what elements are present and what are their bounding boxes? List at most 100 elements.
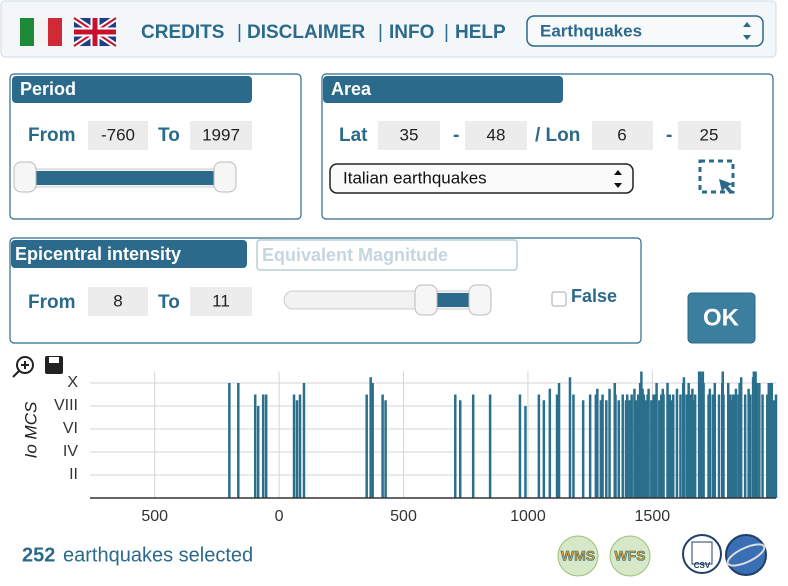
bar [630,394,633,498]
bar [711,394,715,498]
bar [647,388,650,498]
input-box[interactable] [678,121,741,150]
nav-link[interactable]: CREDITS [141,22,224,43]
bar [726,383,730,498]
bar [295,400,299,498]
bar [658,400,661,498]
bar [644,400,647,498]
y-tick-label: X [67,374,78,391]
input-box[interactable] [592,121,653,150]
input-box[interactable] [465,121,527,150]
region-select[interactable] [329,163,634,194]
bar [302,383,306,498]
bar [675,388,679,498]
bar [691,400,695,498]
bar [734,388,738,498]
bar [625,394,629,498]
bar [264,394,268,498]
separator: | [237,22,242,43]
nav-link[interactable]: HELP [455,22,506,43]
input-value: 25 [700,125,719,144]
field-label: From [28,125,76,146]
bar [488,394,492,498]
bar [679,394,682,498]
dataset-select[interactable] [526,15,764,47]
bar [384,400,387,498]
bar [237,383,240,498]
y-axis-label: Io MCS [21,401,40,458]
y-tick-label: VIII [54,397,78,414]
field-label: From [28,292,76,313]
bar [371,383,374,498]
input-box[interactable] [88,287,148,316]
csv-icon[interactable]: CSV [682,534,722,574]
bar [633,388,636,498]
count: 252 [22,544,55,566]
google-earth-icon[interactable] [725,534,767,576]
field-label: / Lon [535,125,580,146]
area-select-tool[interactable] [698,159,735,194]
slider-range [430,293,480,307]
input-box[interactable] [378,121,440,150]
x-tick-label: 500 [390,508,417,525]
panel-title: Period [20,79,76,99]
panel-title: Epicentral intensity [15,244,181,264]
bar [605,400,608,498]
bar [738,383,741,498]
icon-label: CSV [694,561,711,570]
input-box[interactable] [190,287,252,316]
bar [770,383,774,498]
zoom-icon[interactable] [12,356,34,378]
slider-handle[interactable] [13,161,37,193]
input-box[interactable] [88,121,148,150]
bar [655,383,658,498]
bar [743,394,747,498]
nav-link[interactable]: DISCLAIMER [247,22,366,43]
bar [601,394,604,498]
bar [568,377,572,498]
bar [548,388,552,498]
flag-uk[interactable] [72,15,118,49]
slider-handle[interactable] [213,161,237,193]
magnitude-input[interactable] [256,239,518,271]
bar [261,394,265,498]
field-label: To [158,125,180,146]
field-label: Lat [339,125,368,146]
bar [693,394,697,498]
bar [689,394,692,498]
input-value: 6 [617,125,626,144]
bar [594,394,598,498]
nav-link[interactable]: INFO [389,22,434,43]
panel-title: Area [331,79,372,99]
bar [381,394,384,498]
separator: | [378,22,383,43]
input-box[interactable] [190,121,252,150]
bar [685,394,688,498]
bar [628,400,631,498]
ok-button-label: OK [703,304,740,331]
slider-handle[interactable] [414,284,438,316]
bar [717,394,721,498]
bar [752,371,756,498]
period-panel [9,73,302,220]
bar [766,394,769,498]
slider-handle[interactable] [468,284,492,316]
wms-icon[interactable]: WMS [557,535,599,577]
ok-button[interactable] [687,292,756,344]
bar [749,394,752,498]
bar [642,394,646,498]
flag-italy[interactable] [20,18,62,46]
checkbox[interactable] [551,291,567,307]
bar [666,383,669,498]
wfs-icon[interactable]: WFS [609,535,651,577]
bar [773,400,776,498]
panel-header [323,76,563,103]
bar [599,400,603,498]
save-icon[interactable] [45,356,63,374]
chart: II IV VI VIII X 500 0 500 1000 1500 Io MCS [21,371,778,525]
bar [365,394,368,498]
bar [617,400,620,498]
bar [761,394,764,498]
bar [728,394,732,498]
bar [537,394,541,498]
